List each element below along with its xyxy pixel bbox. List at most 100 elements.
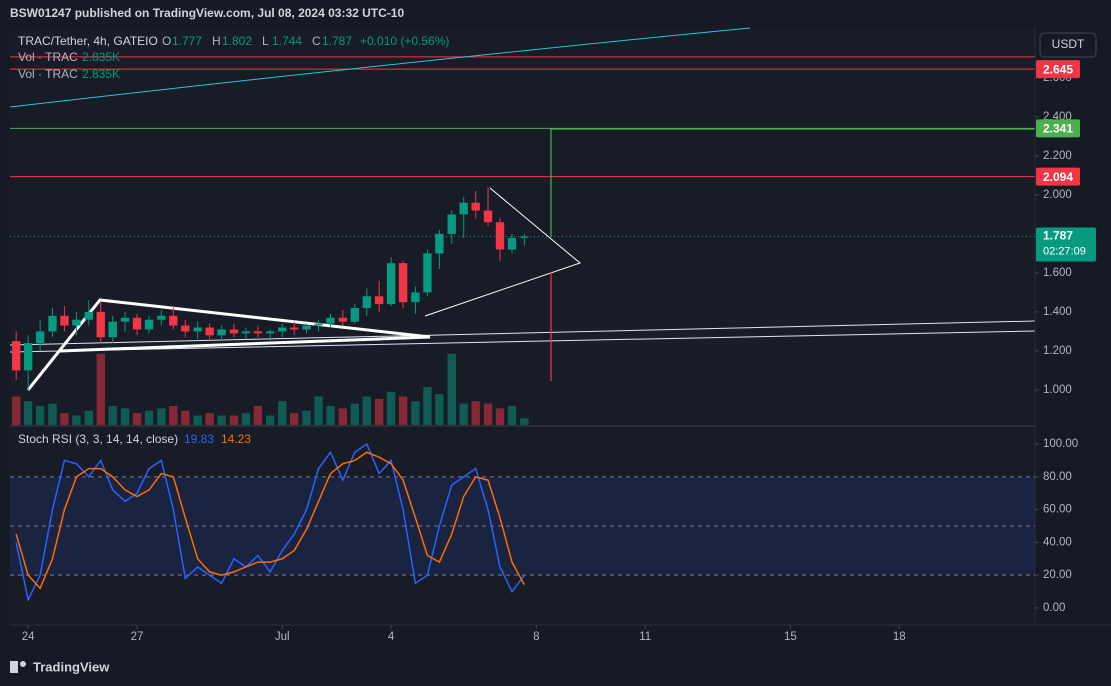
candle-body xyxy=(35,331,45,344)
volume-bar xyxy=(132,413,142,425)
volume-bar xyxy=(96,353,105,425)
y-tick-label: 1.200 xyxy=(1043,345,1072,357)
candle-body xyxy=(459,202,468,215)
candle-body xyxy=(495,222,505,250)
candle-body xyxy=(374,296,384,305)
price-badge xyxy=(1036,60,1080,79)
candle-body xyxy=(96,311,105,338)
volume-bar xyxy=(23,401,33,425)
candle-body xyxy=(11,341,21,371)
x-tick-label: 11 xyxy=(639,631,651,643)
candle-body xyxy=(326,317,335,324)
candle-body xyxy=(447,214,456,234)
volume-bar xyxy=(350,403,360,425)
currency[interactable]: USDT xyxy=(1052,37,1085,51)
brand: TradingView xyxy=(33,659,110,674)
candle-body xyxy=(362,296,371,309)
y-tick-label: 2.200 xyxy=(1043,150,1072,162)
volume-bar xyxy=(169,406,178,425)
candle-body xyxy=(507,237,517,250)
y-tick-label: 60.00 xyxy=(1043,504,1072,516)
trend-line xyxy=(9,320,1036,346)
ohlc-value: 1.802 xyxy=(222,34,252,48)
candle-body xyxy=(423,253,432,293)
volume-bar xyxy=(217,415,226,425)
stoch-line xyxy=(15,442,525,603)
volume-bar xyxy=(435,394,444,425)
x-tick-label: 18 xyxy=(893,631,906,643)
volume-bar xyxy=(120,408,130,425)
volume-bar xyxy=(229,415,239,425)
x-tick-label: 4 xyxy=(388,631,395,643)
ohlc-value: 1.787 xyxy=(322,34,352,48)
stoch-line xyxy=(15,451,525,590)
volume-bar xyxy=(302,410,311,425)
candle-body xyxy=(157,315,166,320)
volume-bar xyxy=(144,410,154,425)
ohlc-key: O xyxy=(162,34,171,48)
x-tick-label: 27 xyxy=(131,631,144,643)
volume-bar xyxy=(447,353,456,425)
volume-bar xyxy=(266,415,275,425)
candle-body xyxy=(350,308,360,322)
candle-body xyxy=(132,317,142,330)
price-badge xyxy=(1036,167,1080,186)
volume-bar xyxy=(314,396,323,425)
volume-bar xyxy=(157,408,166,425)
volume-bar xyxy=(338,408,348,425)
price-badge-label: 2.645 xyxy=(1043,62,1073,76)
y-tick-label: 100.00 xyxy=(1043,438,1078,450)
volume-bar xyxy=(495,408,505,425)
price-badge-label: 2.094 xyxy=(1043,170,1073,184)
candle-body xyxy=(60,315,69,326)
candle-body xyxy=(84,311,93,320)
price-badge xyxy=(1036,119,1080,138)
ohlc-key: L xyxy=(262,34,269,48)
candle-body xyxy=(411,292,420,303)
candle-body xyxy=(193,327,202,332)
candle-body xyxy=(181,325,190,332)
volume-bar xyxy=(483,403,493,425)
x-tick-label: 15 xyxy=(784,631,797,643)
wedge-pattern xyxy=(26,298,431,391)
countdown: 02:27:09 xyxy=(1043,245,1086,257)
candle-body xyxy=(144,319,154,330)
volume-bar xyxy=(193,415,202,425)
current-price-label: 1.787 xyxy=(1043,229,1073,243)
volume-bar xyxy=(459,403,468,425)
published-line: BSW01247 published on TradingView.com, J… xyxy=(10,6,404,20)
volume-bar xyxy=(253,406,263,425)
candle-body xyxy=(520,236,529,238)
volume-bar xyxy=(11,396,21,425)
y-tick-label: 40.00 xyxy=(1043,536,1072,548)
candle-body xyxy=(386,263,396,305)
volume-bar xyxy=(374,398,384,425)
trend-line xyxy=(9,330,1036,353)
current-price-badge xyxy=(1036,227,1096,262)
trend-curve xyxy=(9,27,751,108)
volume-bar xyxy=(411,401,420,425)
candle-body xyxy=(278,327,287,332)
change: +0.010 (+0.56%) xyxy=(360,34,449,48)
volume-legend-value: 2.835K xyxy=(82,50,120,64)
ohlc-key: C xyxy=(312,34,321,48)
candle-body xyxy=(290,327,299,330)
x-tick-label: 24 xyxy=(22,631,35,643)
ohlc-value: 1.777 xyxy=(172,34,202,48)
volume-bar xyxy=(48,403,57,425)
volume-bar xyxy=(278,401,287,425)
candle-body xyxy=(302,325,311,330)
candle-body xyxy=(241,331,251,334)
footer: TradingView xyxy=(10,659,110,674)
target-line xyxy=(550,128,1035,237)
candle-body xyxy=(471,202,480,211)
candle-body xyxy=(314,323,323,326)
volume-bar xyxy=(326,406,335,425)
candle-body xyxy=(253,331,263,334)
logo xyxy=(20,661,26,667)
triangle-pattern xyxy=(424,187,582,317)
volume-bar xyxy=(60,413,69,425)
currency-button[interactable] xyxy=(1039,32,1097,58)
candle-body xyxy=(169,315,178,326)
ohlc-key: H xyxy=(212,34,221,48)
